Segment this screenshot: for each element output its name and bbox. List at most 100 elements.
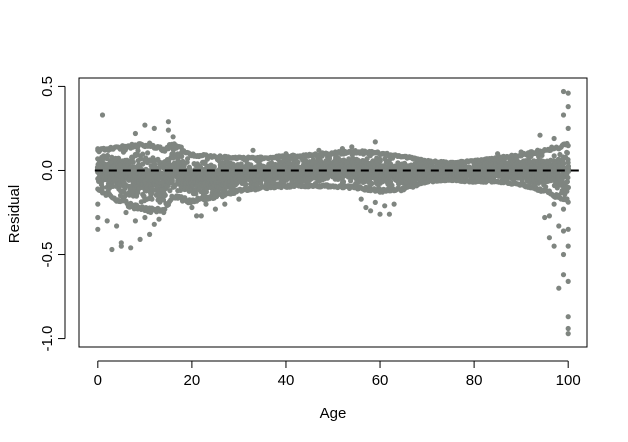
data-point: [95, 201, 101, 207]
data-point: [161, 209, 167, 216]
data-point: [151, 221, 157, 227]
data-point: [156, 216, 162, 222]
y-axis-label: Residual: [6, 185, 23, 243]
data-point: [551, 243, 557, 249]
data-point: [316, 147, 322, 153]
data-point: [118, 240, 124, 246]
data-point: [99, 184, 106, 190]
data-point: [363, 204, 369, 211]
data-point: [165, 127, 171, 133]
data-point: [495, 151, 501, 157]
data-point: [142, 214, 148, 221]
data-point: [377, 156, 383, 162]
data-point: [518, 149, 524, 155]
data-point: [149, 190, 155, 197]
data-point: [565, 125, 571, 131]
x-tick-label: 80: [466, 372, 483, 389]
data-point: [169, 177, 175, 183]
y-axis: 0.50.0-0.5-1.0: [39, 76, 66, 352]
data-point: [565, 104, 571, 110]
data-point: [123, 209, 129, 216]
data-point: [369, 180, 375, 187]
data-point: [339, 146, 345, 152]
x-tick-label: 100: [556, 372, 581, 389]
data-point: [372, 199, 378, 205]
data-point: [551, 135, 557, 142]
y-tick-label: 0.0: [39, 160, 56, 181]
data-point: [211, 164, 217, 170]
data-point: [149, 196, 155, 202]
data-point: [283, 151, 289, 157]
data-point: [560, 228, 567, 234]
data-point: [565, 325, 571, 332]
data-point: [358, 196, 364, 202]
data-point: [212, 206, 218, 212]
data-point: [114, 223, 120, 229]
data-point: [137, 236, 143, 242]
data-point: [185, 156, 191, 162]
data-point: [560, 251, 567, 258]
data-point: [132, 218, 138, 224]
data-point: [340, 179, 347, 185]
data-point: [565, 243, 571, 249]
data-point: [250, 147, 256, 153]
data-point: [556, 223, 562, 229]
y-tick-label: 0.5: [39, 76, 56, 97]
data-point: [147, 231, 153, 237]
data-point: [109, 246, 115, 253]
data-point: [564, 149, 570, 155]
data-point: [564, 179, 570, 185]
data-point: [560, 88, 567, 95]
data-point: [565, 199, 571, 205]
data-point: [386, 211, 392, 217]
data-point: [565, 90, 571, 96]
data-point: [551, 201, 557, 207]
data-point: [95, 147, 101, 153]
data-point: [156, 193, 162, 199]
data-point: [542, 214, 548, 221]
data-point: [167, 188, 173, 194]
data-point: [170, 134, 176, 140]
data-point: [115, 155, 122, 161]
data-point: [537, 132, 543, 138]
data-point: [551, 153, 557, 159]
data-point: [560, 272, 567, 278]
data-point: [243, 181, 249, 187]
data-point: [143, 155, 149, 161]
data-point: [565, 164, 571, 170]
data-point: [138, 156, 144, 162]
data-point: [95, 226, 101, 232]
data-point: [203, 201, 209, 207]
data-point: [565, 226, 571, 232]
data-point: [556, 285, 562, 291]
data-point: [104, 218, 110, 224]
data-point: [349, 144, 355, 150]
data-point: [95, 214, 101, 221]
data-point: [566, 168, 572, 174]
data-point: [546, 235, 553, 241]
data-point: [565, 331, 571, 337]
data-point: [546, 213, 553, 219]
data-point: [295, 159, 301, 165]
data-point: [162, 192, 168, 198]
data-point: [170, 184, 176, 190]
data-point: [565, 143, 571, 149]
data-point: [372, 139, 378, 145]
data-point: [565, 314, 571, 320]
data-point: [194, 213, 200, 219]
data-point: [198, 213, 204, 219]
data-point: [165, 171, 171, 177]
data-point: [565, 184, 572, 191]
data-point: [565, 175, 571, 181]
data-point: [130, 159, 136, 165]
data-point: [560, 112, 567, 118]
data-points-layer: [94, 88, 572, 337]
data-point: [151, 125, 157, 131]
data-point: [565, 278, 571, 284]
data-point: [145, 150, 151, 156]
data-point: [142, 122, 148, 128]
x-axis: 0 20 40 60 80 100: [94, 360, 581, 389]
data-point: [132, 130, 138, 137]
data-point: [391, 201, 397, 207]
x-tick-label: 60: [372, 372, 389, 389]
